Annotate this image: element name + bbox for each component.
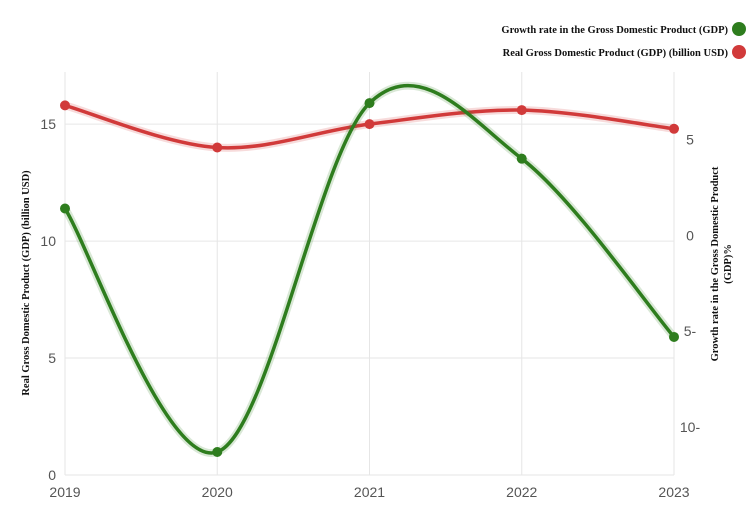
axes: 0 5 10 15 2019 2020 2021 2022 2023 5 0 5- 10- bbox=[40, 116, 700, 500]
legend-marker bbox=[732, 22, 746, 36]
x-tick-label: 2020 bbox=[202, 484, 233, 500]
left-tick-label: 15 bbox=[40, 116, 56, 132]
x-tick-label: 2022 bbox=[506, 484, 537, 500]
series-lines bbox=[61, 81, 678, 457]
right-tick-label: 0 bbox=[686, 227, 694, 243]
data-point bbox=[212, 142, 223, 153]
left-tick-label: 5 bbox=[48, 350, 56, 366]
legend-label: Growth rate in the Gross Domestic Produc… bbox=[501, 25, 728, 36]
data-point bbox=[364, 98, 375, 109]
data-point bbox=[364, 119, 375, 130]
grid-lines bbox=[64, 72, 675, 476]
right-tick-label: 5 bbox=[686, 132, 694, 148]
series-line bbox=[63, 83, 676, 455]
legend-marker bbox=[732, 45, 746, 59]
right-axis-title-line: (GDP)% bbox=[723, 244, 734, 284]
right-tick-label: 5- bbox=[684, 323, 697, 339]
right-axis-title-line: Growth rate in the Gross Domestic Produc… bbox=[710, 166, 721, 361]
left-tick-label: 10 bbox=[40, 233, 56, 249]
x-tick-label: 2023 bbox=[658, 484, 689, 500]
left-tick-label: 0 bbox=[48, 467, 56, 483]
data-point bbox=[669, 123, 679, 134]
legend: Growth rate in the Gross Domestic Produc… bbox=[501, 22, 746, 59]
data-point bbox=[516, 105, 527, 116]
data-point bbox=[60, 100, 70, 111]
data-point bbox=[516, 153, 527, 164]
data-point bbox=[669, 331, 679, 342]
legend-label: Real Gross Domestic Product (GDP) (billi… bbox=[503, 48, 729, 59]
right-tick-label: 10- bbox=[680, 419, 701, 435]
right-axis-title: Growth rate in the Gross Domestic Produc… bbox=[710, 166, 734, 361]
data-point bbox=[212, 446, 223, 457]
x-tick-label: 2019 bbox=[49, 484, 80, 500]
data-points bbox=[60, 98, 679, 457]
left-axis-title: Real Gross Domestic Product (GDP) (billi… bbox=[21, 170, 32, 396]
data-point bbox=[60, 203, 70, 214]
x-tick-label: 2021 bbox=[354, 484, 385, 500]
